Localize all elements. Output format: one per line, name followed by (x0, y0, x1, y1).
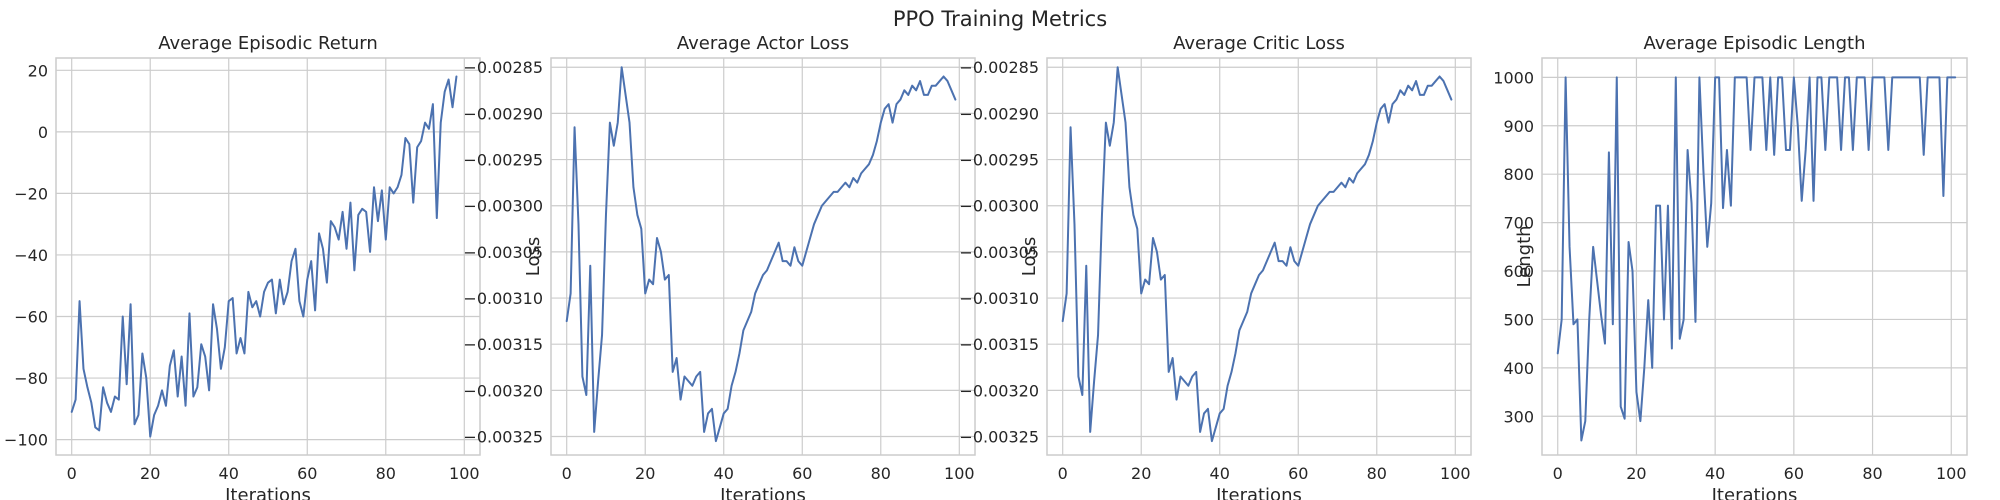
y-tick-label: 700 (1503, 214, 1534, 233)
x-tick-label: 80 (376, 464, 396, 483)
x-tick-label: 20 (1626, 464, 1646, 483)
y-tick-label: −0.00295 (463, 151, 543, 170)
x-tick-label: 80 (1367, 464, 1387, 483)
y-tick-label: 1000 (1493, 68, 1534, 87)
chart-title: Average Actor Loss (677, 33, 849, 54)
y-tick-label: 900 (1503, 117, 1534, 136)
x-tick-label: 40 (1210, 464, 1230, 483)
x-tick-label: 40 (219, 464, 239, 483)
y-tick-label: −20 (14, 184, 48, 203)
y-tick-label: −100 (4, 431, 48, 450)
y-tick-label: 0 (38, 123, 48, 142)
y-tick-label: 500 (1503, 310, 1534, 329)
y-axis-label: Length (1514, 225, 1535, 287)
x-axis-label: Iterations (1216, 485, 1302, 500)
y-tick-label: −0.00320 (463, 381, 543, 400)
y-tick-label: −0.00290 (959, 104, 1039, 123)
y-tick-label: 300 (1503, 407, 1534, 426)
plot-frame (1046, 57, 1472, 456)
chart-title: Average Critic Loss (1173, 33, 1345, 54)
x-tick-label: 0 (1553, 464, 1563, 483)
plot-frame (550, 57, 976, 456)
y-tick-label: 20 (28, 61, 48, 80)
y-tick-label: −0.00285 (959, 58, 1039, 77)
x-axis-label: Iterations (1712, 485, 1798, 500)
y-tick-label: −80 (14, 369, 48, 388)
y-tick-label: −0.00315 (959, 335, 1039, 354)
chart-panel-2: 0 20 40 60 80 100 −0.00325 −0.00320 −0.00315 −0.0… (463, 33, 976, 500)
plot-frame (55, 57, 481, 456)
y-tick-label: −0.00290 (463, 104, 543, 123)
y-tick-label: −0.00325 (463, 428, 543, 447)
y-tick-label: −60 (14, 308, 48, 327)
chart-title: Average Episodic Length (1644, 33, 1866, 54)
y-tick-label: −0.00310 (959, 289, 1039, 308)
x-axis-label: Iterations (225, 485, 311, 500)
x-axis-label: Iterations (720, 485, 806, 500)
series-line (1061, 66, 1453, 443)
y-tick-label: −0.00310 (463, 289, 543, 308)
x-tick-label: 20 (140, 464, 160, 483)
series-line (70, 75, 458, 438)
x-tick-label: 60 (1784, 464, 1804, 483)
x-tick-label: 0 (562, 464, 572, 483)
y-tick-label: 800 (1503, 165, 1534, 184)
x-tick-label: 40 (1705, 464, 1725, 483)
y-tick-label: −0.00300 (463, 197, 543, 216)
x-tick-label: 100 (944, 464, 975, 483)
y-axis-label: Loss (1019, 237, 1040, 276)
y-tick-label: 600 (1503, 262, 1534, 281)
x-tick-label: 80 (1862, 464, 1882, 483)
x-tick-label: 60 (1288, 464, 1308, 483)
y-tick-label: −0.00285 (463, 58, 543, 77)
x-tick-label: 100 (449, 464, 480, 483)
chart-panel-3: 0 20 40 60 80 100 −0.00325 −0.00320 −0.00315 −0.0… (959, 33, 1472, 500)
x-tick-label: 100 (1936, 464, 1967, 483)
y-tick-label: −0.00315 (463, 335, 543, 354)
x-tick-label: 0 (1058, 464, 1068, 483)
x-tick-label: 80 (871, 464, 891, 483)
series-line (565, 66, 957, 443)
chart-title: Average Episodic Return (158, 33, 378, 54)
chart-panel-4: 0 20 40 60 80 100 300 400 500 600 700 800 900 1000 Ave… (1493, 33, 1968, 500)
figure-title: PPO Training Metrics (893, 7, 1107, 31)
x-tick-label: 20 (1131, 464, 1151, 483)
x-tick-label: 60 (792, 464, 812, 483)
y-tick-label: −0.00305 (463, 243, 543, 262)
x-tick-label: 20 (635, 464, 655, 483)
y-tick-label: 400 (1503, 359, 1534, 378)
x-tick-label: 0 (67, 464, 77, 483)
x-tick-label: 40 (714, 464, 734, 483)
y-tick-label: −0.00320 (959, 381, 1039, 400)
chart-panel-1: 0 20 40 60 80 100 −100 −80 −60 −40 −20 0 20 Average E… (4, 33, 481, 500)
y-tick-label: −0.00305 (959, 243, 1039, 262)
plot-frame (1541, 57, 1968, 456)
x-tick-label: 100 (1440, 464, 1471, 483)
y-tick-label: −0.00325 (959, 428, 1039, 447)
y-tick-label: −0.00295 (959, 151, 1039, 170)
x-tick-label: 60 (297, 464, 317, 483)
y-tick-label: −0.00300 (959, 197, 1039, 216)
series-line (1556, 76, 1957, 442)
y-axis-label: Loss (523, 237, 544, 276)
y-tick-label: −40 (14, 246, 48, 265)
